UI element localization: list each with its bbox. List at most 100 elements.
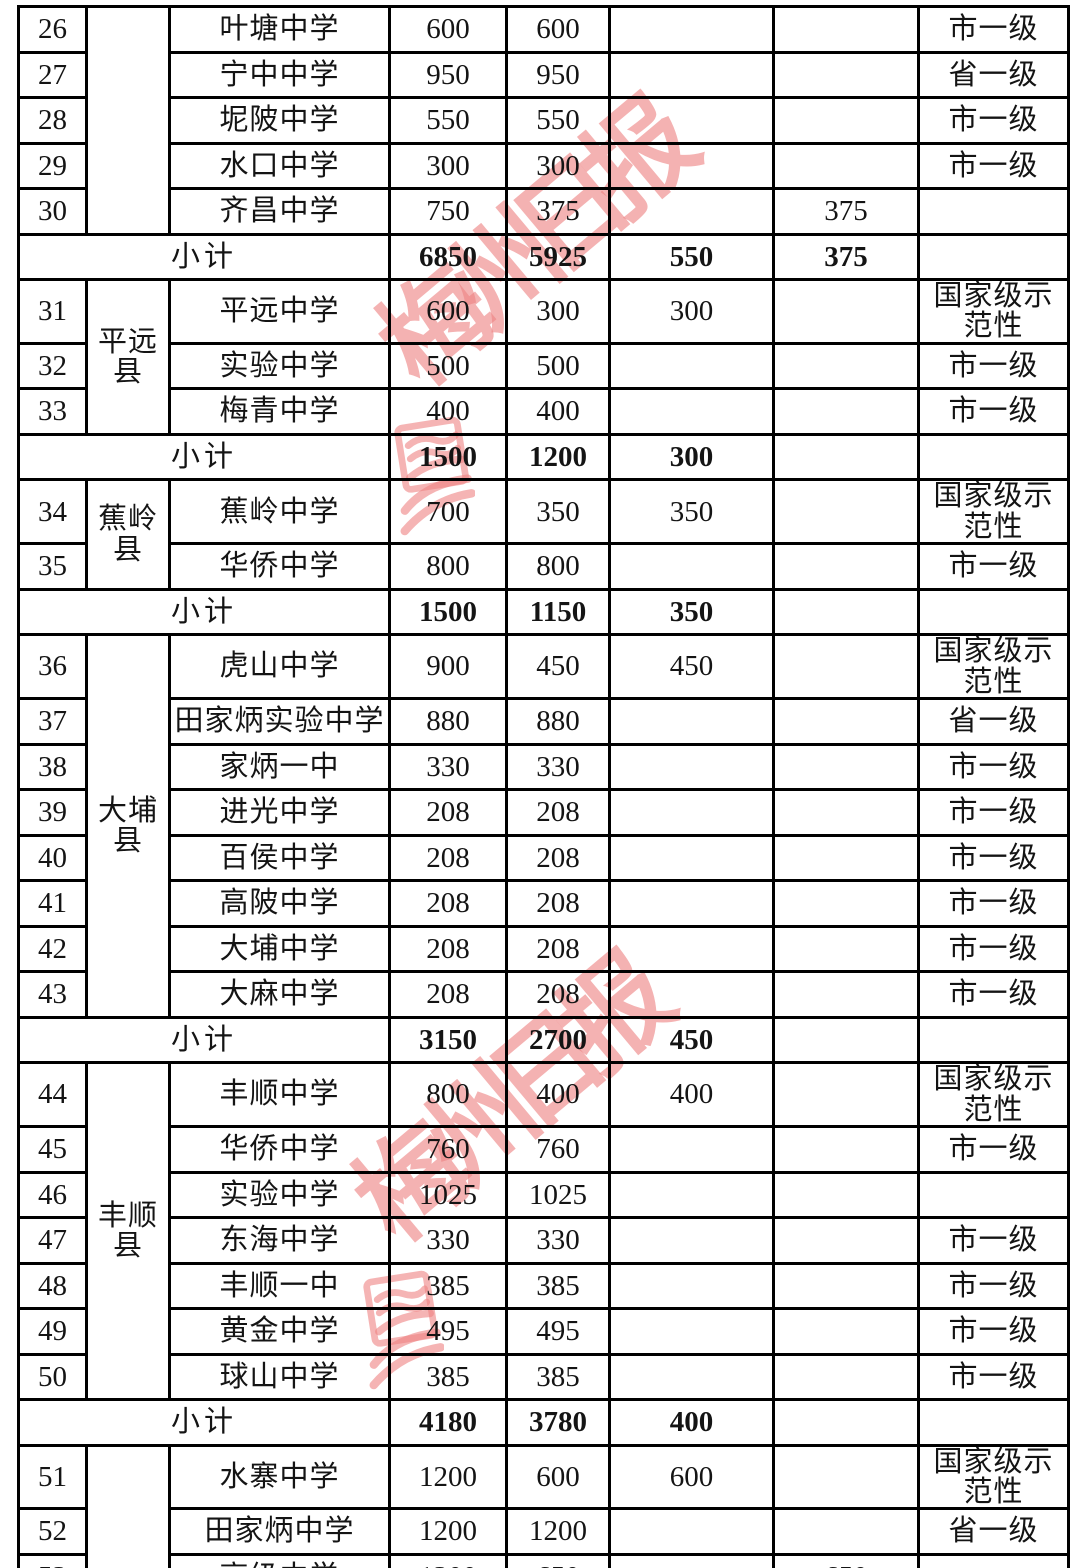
row-number-cell: 44	[17, 1061, 88, 1128]
school-row: 34 蕉岭县 蕉岭中学 700 350 350 国家级示范性	[17, 478, 1070, 591]
grade-cell	[917, 1398, 1070, 1447]
school-name-cell: 东海中学	[168, 1216, 391, 1265]
grade-cell: 国家级示范性	[917, 278, 1070, 345]
value-cell	[772, 742, 920, 792]
value-cell: 208	[505, 970, 611, 1019]
school-row: 48 丰顺一中 385 385 市一级	[17, 1261, 1070, 1310]
value-cell: 385	[505, 1261, 611, 1310]
value-cell	[772, 879, 920, 928]
subtotal-value-cell: 1500	[388, 432, 508, 482]
value-cell: 350	[608, 478, 775, 546]
grade-cell: 省一级	[917, 1507, 1070, 1556]
school-row: 44 丰顺县 丰顺中学 800 400 400 国家级示范性	[17, 1061, 1070, 1401]
school-name-cell: 丰顺一中	[168, 1261, 391, 1310]
value-cell: 400	[505, 1061, 611, 1128]
county-cell: 蕉岭县	[85, 478, 171, 591]
grade-cell: 市一级	[917, 1216, 1070, 1265]
school-row: 38 家炳一中 330 330 市一级	[17, 742, 1070, 792]
value-cell: 900	[388, 633, 508, 701]
row-number-cell: 31	[17, 278, 88, 345]
school-name-cell: 大麻中学	[168, 970, 391, 1019]
value-cell: 1300	[388, 1552, 508, 1568]
grade-cell: 市一级	[917, 387, 1070, 436]
value-cell: 550	[388, 96, 508, 145]
value-cell	[608, 970, 775, 1019]
grade-cell: 市一级	[917, 1261, 1070, 1310]
value-cell: 950	[388, 50, 508, 99]
value-cell: 330	[505, 742, 611, 792]
school-row: 31 平远县 平远中学 600 300 300 国家级示范性	[17, 278, 1070, 436]
subtotal-value-cell: 300	[608, 432, 775, 482]
value-cell: 400	[505, 387, 611, 436]
school-name-cell: 进光中学	[168, 788, 391, 837]
row-number-cell: 29	[17, 141, 88, 190]
grade-cell: 市一级	[917, 833, 1070, 883]
grade-cell: 市一级	[917, 5, 1070, 54]
enrollment-table: 26 叶塘中学 600 600 市一级 27 宁中中学 950 950 省一级 28 坭陂中学 550 5…	[17, 5, 1070, 1568]
value-cell	[772, 788, 920, 837]
school-name-cell: 家炳一中	[168, 742, 391, 792]
grade-cell: 市一级	[917, 141, 1070, 190]
subtotal-row: 小计 1500 1150 350	[17, 587, 1070, 637]
county-cell	[85, 1443, 171, 1568]
value-cell: 800	[388, 542, 508, 591]
school-row: 33 梅青中学 400 400 市一级	[17, 387, 1070, 436]
value-cell: 1025	[505, 1170, 611, 1219]
school-row: 47 东海中学 330 330 市一级	[17, 1216, 1070, 1265]
value-cell: 495	[505, 1307, 611, 1356]
school-name-cell: 实验中学	[168, 1170, 391, 1219]
value-cell: 800	[388, 1061, 508, 1128]
school-name-cell: 宁中中学	[168, 50, 391, 99]
value-cell	[608, 387, 775, 436]
grade-cell	[917, 1170, 1070, 1219]
value-cell: 880	[505, 697, 611, 746]
row-number-cell: 30	[17, 187, 88, 236]
grade-cell: 市一级	[917, 1307, 1070, 1356]
value-cell: 1200	[388, 1443, 508, 1511]
value-cell	[608, 879, 775, 928]
school-name-cell: 田家炳中学	[168, 1507, 391, 1556]
grade-cell	[917, 232, 1070, 281]
school-row: 30 齐昌中学 750 375 375	[17, 187, 1070, 236]
subtotal-value-cell: 2700	[505, 1015, 611, 1065]
school-name-cell: 水寨中学	[168, 1443, 391, 1511]
value-cell	[608, 96, 775, 145]
grade-cell: 市一级	[917, 879, 1070, 928]
row-number-cell: 45	[17, 1125, 88, 1174]
school-name-cell: 虎山中学	[168, 633, 391, 701]
school-row: 26 叶塘中学 600 600 市一级	[17, 5, 1070, 236]
value-cell	[608, 1352, 775, 1401]
value-cell	[772, 1443, 920, 1511]
school-name-cell: 实验中学	[168, 341, 391, 391]
value-cell	[608, 742, 775, 792]
value-cell: 330	[388, 1216, 508, 1265]
value-cell	[772, 1061, 920, 1128]
subtotal-label-cell: 小计	[17, 432, 391, 482]
value-cell	[772, 1352, 920, 1401]
value-cell	[772, 924, 920, 974]
county-cell	[85, 5, 171, 236]
value-cell: 880	[388, 697, 508, 746]
value-cell	[772, 1125, 920, 1174]
value-cell: 600	[388, 278, 508, 345]
subtotal-label-cell: 小计	[17, 587, 391, 637]
value-cell	[772, 542, 920, 591]
grade-cell	[917, 432, 1070, 482]
school-row: 32 实验中学 500 500 市一级	[17, 341, 1070, 391]
value-cell	[608, 141, 775, 190]
grade-cell	[917, 187, 1070, 236]
grade-cell: 省一级	[917, 50, 1070, 99]
school-name-cell: 田家炳实验中学	[168, 697, 391, 746]
subtotal-value-cell	[772, 1398, 920, 1447]
value-cell	[608, 924, 775, 974]
value-cell: 760	[388, 1125, 508, 1174]
value-cell: 760	[505, 1125, 611, 1174]
row-number-cell: 52	[17, 1507, 88, 1556]
county-cell: 丰顺县	[85, 1061, 171, 1401]
school-row: 46 实验中学 1025 1025	[17, 1170, 1070, 1219]
value-cell	[608, 697, 775, 746]
school-name-cell: 球山中学	[168, 1352, 391, 1401]
value-cell	[772, 1216, 920, 1265]
school-name-cell: 高级中学	[168, 1552, 391, 1568]
school-name-cell: 华侨中学	[168, 1125, 391, 1174]
